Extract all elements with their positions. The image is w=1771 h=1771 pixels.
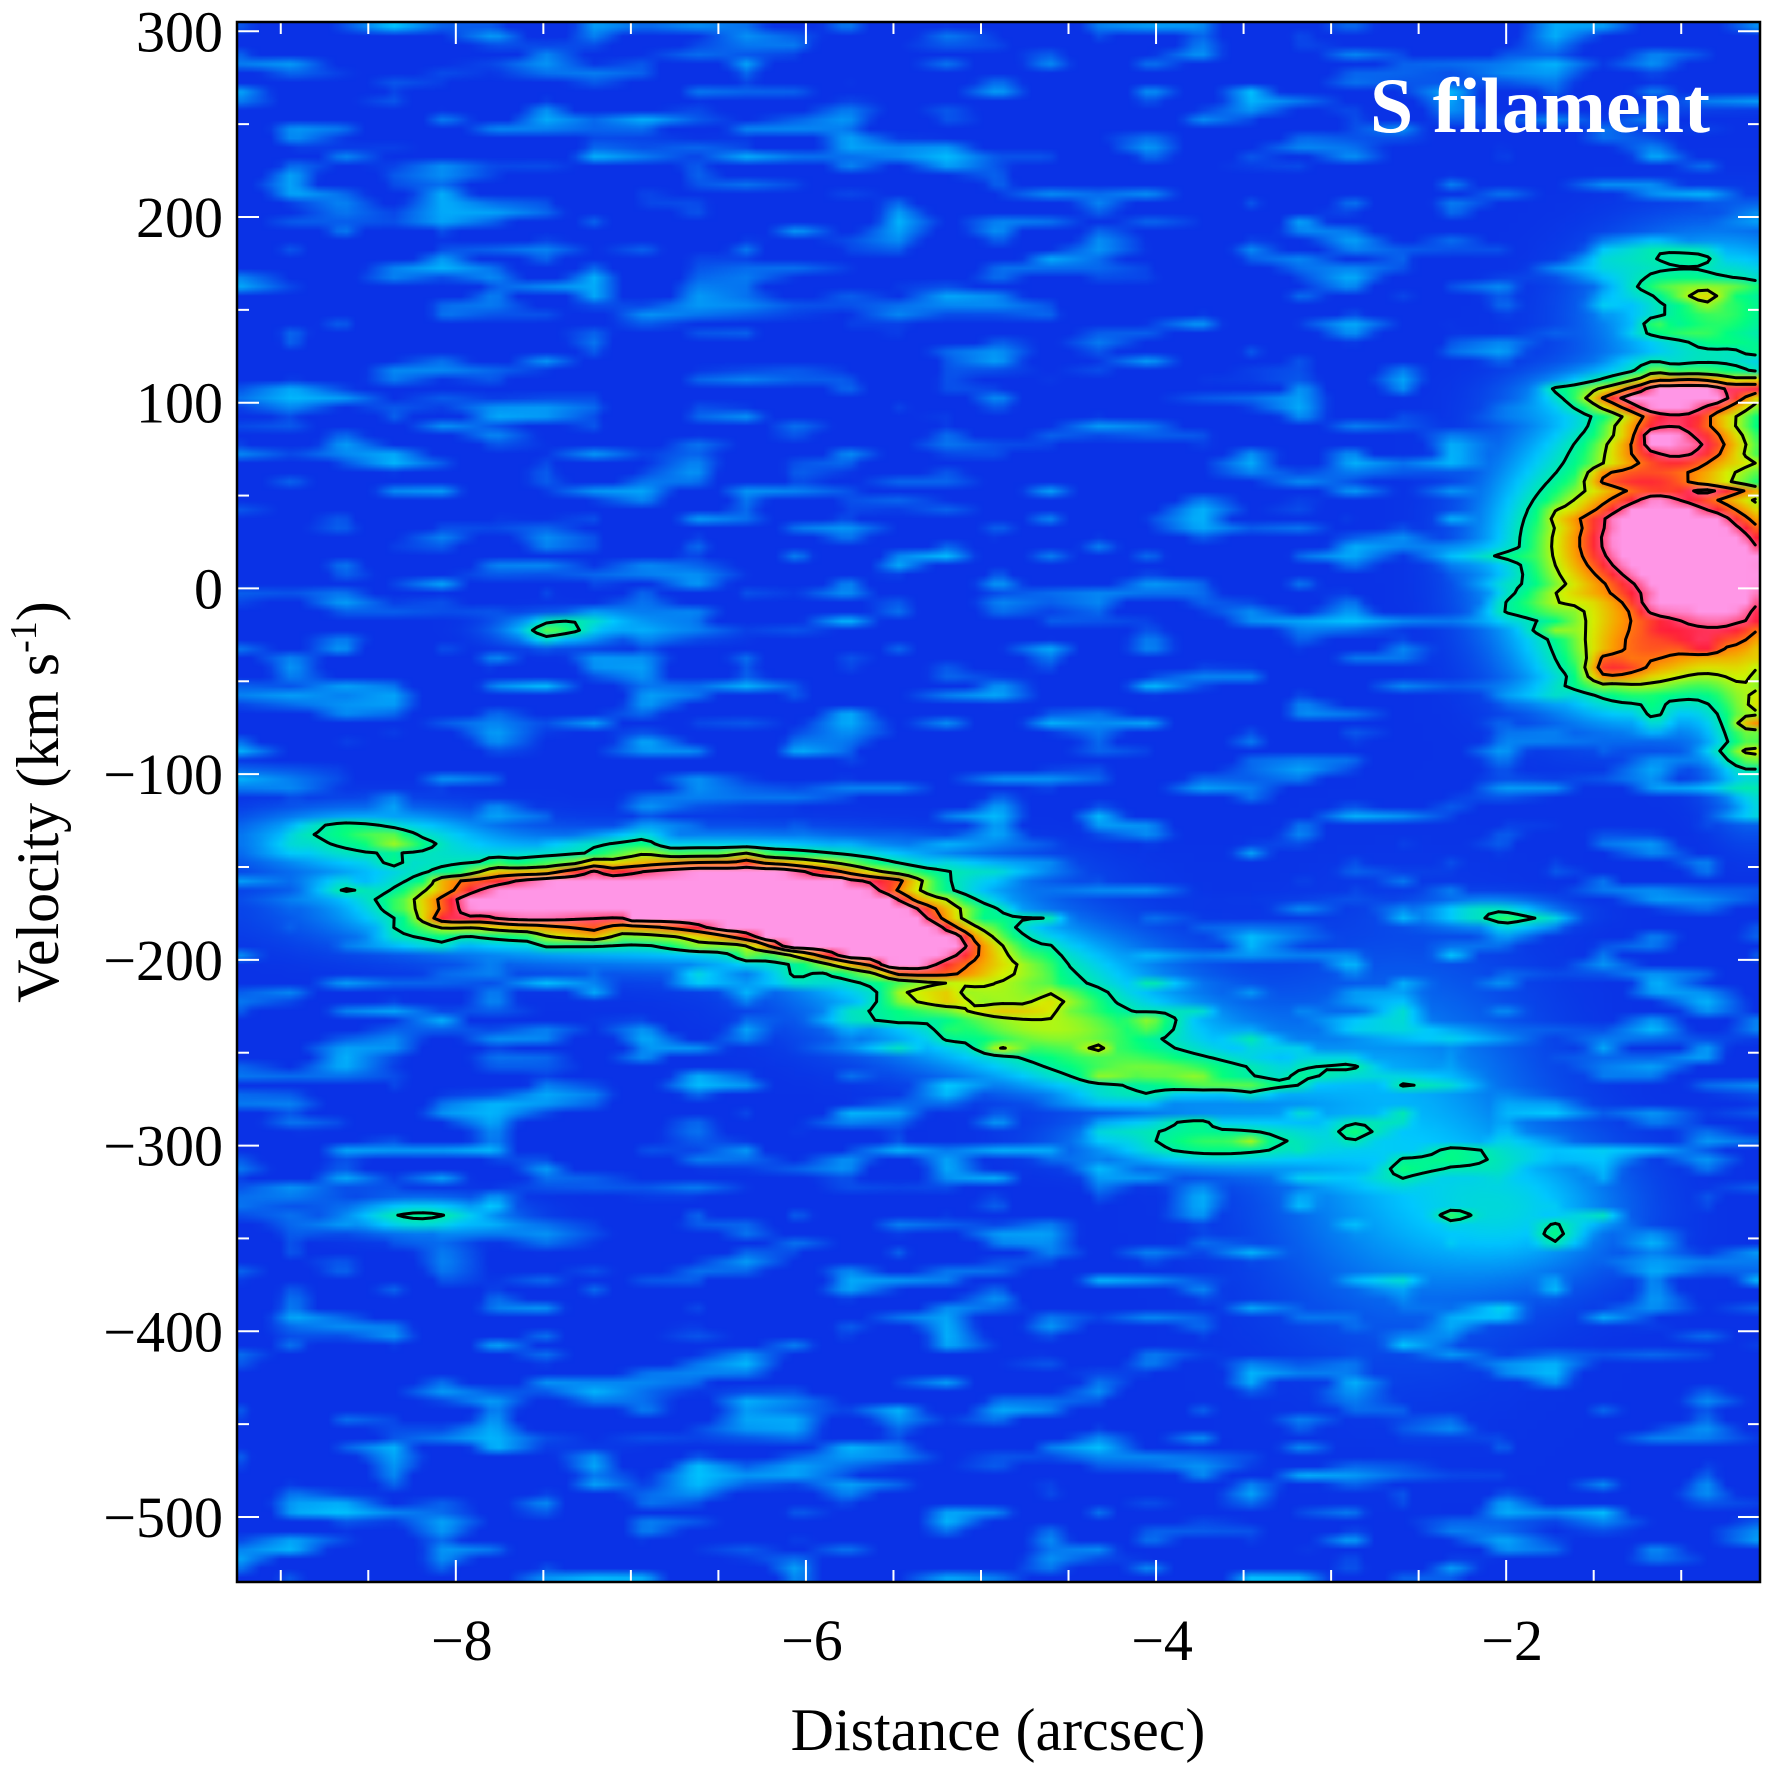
y-tick-labels: 300 200 100 0 −100 −200 −300 −400 −500 bbox=[103, 0, 223, 1550]
y-axis-title: Velocity (km s-1) bbox=[3, 601, 71, 1003]
contour-line bbox=[455, 383, 1757, 971]
y-tick-label: −500 bbox=[103, 1485, 223, 1550]
contour-line bbox=[312, 251, 1757, 1243]
x-tick-label: −2 bbox=[1481, 1608, 1543, 1673]
x-tick-label: −6 bbox=[781, 1608, 843, 1673]
contour-layer bbox=[312, 251, 1757, 1243]
contour-line bbox=[432, 378, 1757, 977]
panel-annotation: S filament bbox=[1370, 62, 1710, 149]
y-axis-title-close: ) bbox=[5, 601, 71, 621]
y-axis-title-superscript: -1 bbox=[3, 621, 45, 653]
x-axis-title: Distance (arcsec) bbox=[791, 1697, 1206, 1763]
y-tick-label: 0 bbox=[194, 556, 223, 621]
plot-area bbox=[237, 22, 1760, 1582]
y-tick-label: −200 bbox=[103, 928, 223, 993]
x-tick-label: −8 bbox=[431, 1608, 493, 1673]
y-tick-label: −400 bbox=[103, 1299, 223, 1364]
y-tick-label: 200 bbox=[136, 185, 223, 250]
y-tick-label: −100 bbox=[103, 742, 223, 807]
y-tick-label: 300 bbox=[136, 0, 223, 64]
y-axis-title-main: Velocity (km s bbox=[5, 653, 71, 1003]
x-tick-labels: −8 −6 −4 −2 bbox=[431, 1608, 1543, 1673]
plot-frame bbox=[235, 20, 1762, 1584]
x-tick-label: −4 bbox=[1131, 1608, 1193, 1673]
y-tick-label: −300 bbox=[103, 1114, 223, 1179]
axis-ticks bbox=[237, 22, 1760, 1582]
contour-line bbox=[412, 288, 1757, 1053]
y-tick-label: 100 bbox=[136, 371, 223, 436]
heatmap-image bbox=[237, 22, 1760, 1582]
